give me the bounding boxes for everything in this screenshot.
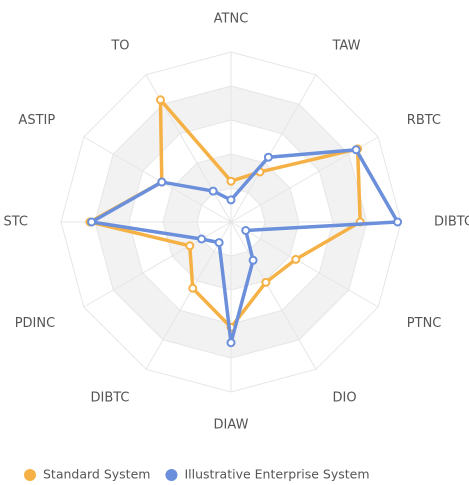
data-point (226, 195, 236, 205)
legend-marker (24, 469, 36, 481)
data-point (197, 234, 207, 244)
legend-label: Standard System (43, 467, 150, 482)
axis-label: DIO (333, 390, 357, 405)
axis-label: PTNC (407, 316, 442, 331)
data-point (393, 217, 403, 227)
axis-line (230, 221, 379, 308)
data-point (351, 145, 361, 155)
axis-label: TAW (332, 39, 361, 54)
data-point (291, 254, 301, 264)
data-point (241, 226, 251, 235)
axis-label: DIBTC (434, 215, 469, 230)
axis-line (230, 221, 317, 370)
data-point (248, 255, 258, 265)
data-point (226, 338, 236, 348)
axis-label: DIAW (214, 418, 249, 433)
data-point (261, 277, 271, 287)
axis-label: ASTIP (18, 113, 55, 128)
data-point (157, 177, 167, 187)
axis-line (83, 221, 232, 308)
data-point (87, 217, 97, 227)
axis-label: RBTC (407, 113, 441, 128)
axis-line (83, 136, 232, 223)
data-point (188, 283, 198, 293)
axis-label: DIBTC (90, 390, 129, 405)
data-point (214, 238, 224, 248)
axis-line (145, 221, 232, 370)
data-point (263, 152, 273, 162)
data-point (185, 241, 195, 251)
axis-label: TO (110, 39, 129, 54)
axis-label: ATNC (214, 12, 249, 27)
axis-line (230, 74, 317, 223)
legend-marker (165, 469, 178, 481)
axis-label: PDINC (15, 316, 56, 331)
legend-label: Illustrative Enterprise System (184, 467, 369, 482)
data-point (226, 176, 236, 186)
data-point (155, 95, 165, 105)
data-point (208, 186, 218, 196)
axis-label: STC (3, 215, 28, 230)
